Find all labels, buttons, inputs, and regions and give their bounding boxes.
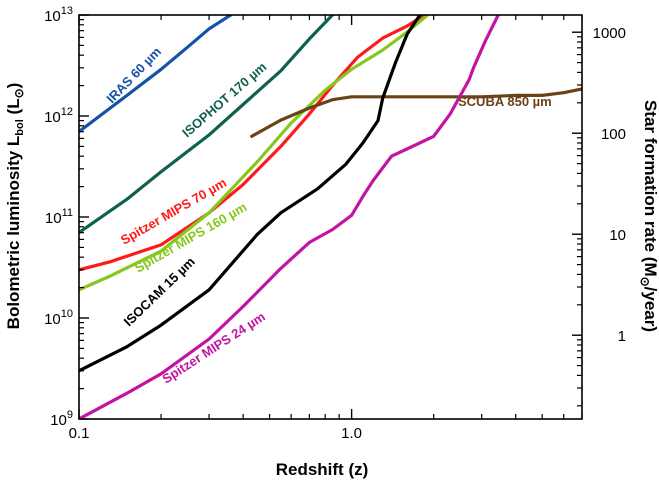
y-tick-label: 1011 bbox=[45, 207, 73, 227]
y-tick-label: 1010 bbox=[44, 308, 73, 328]
y-tick-label: 1012 bbox=[44, 106, 73, 126]
y2-tick-label: 100 bbox=[601, 126, 626, 143]
x-tick-label: 1.0 bbox=[341, 425, 362, 442]
series-line-5 bbox=[79, 15, 422, 373]
y-tick-label: 1013 bbox=[44, 5, 73, 25]
series-lines bbox=[79, 15, 582, 419]
y2-tick-label: 1000 bbox=[593, 25, 626, 42]
series-line-4 bbox=[250, 87, 582, 138]
series-line-1 bbox=[79, 15, 334, 235]
y-axis-title: Bolometric luminosity Lbol (L⊙) bbox=[4, 83, 26, 330]
x-axis-title: Redshift (z) bbox=[276, 460, 369, 479]
y-tick-label: 109 bbox=[50, 409, 73, 429]
series-label-4: SCUBA 850 µm bbox=[458, 94, 552, 109]
series-line-3 bbox=[79, 15, 430, 292]
y2-tick-label: 1 bbox=[618, 328, 626, 345]
axis-ticks bbox=[78, 14, 583, 420]
series-line-6 bbox=[79, 15, 500, 419]
series-label-1: ISOPHOT 170 µm bbox=[179, 59, 269, 140]
series-line-0 bbox=[79, 15, 233, 134]
x-tick-label: 0.1 bbox=[69, 425, 90, 442]
tick-labels: 0.1 1.0 109 1010 1011 1012 1013 1 10 100 1000 bbox=[44, 5, 626, 442]
y2-tick-label: 10 bbox=[609, 227, 626, 244]
series-label-6: Spitzer MIPS 24 µm bbox=[159, 309, 267, 387]
series-line-2 bbox=[79, 15, 426, 272]
y2-axis-title: Star formation rate (M⊙/year) bbox=[638, 100, 659, 332]
